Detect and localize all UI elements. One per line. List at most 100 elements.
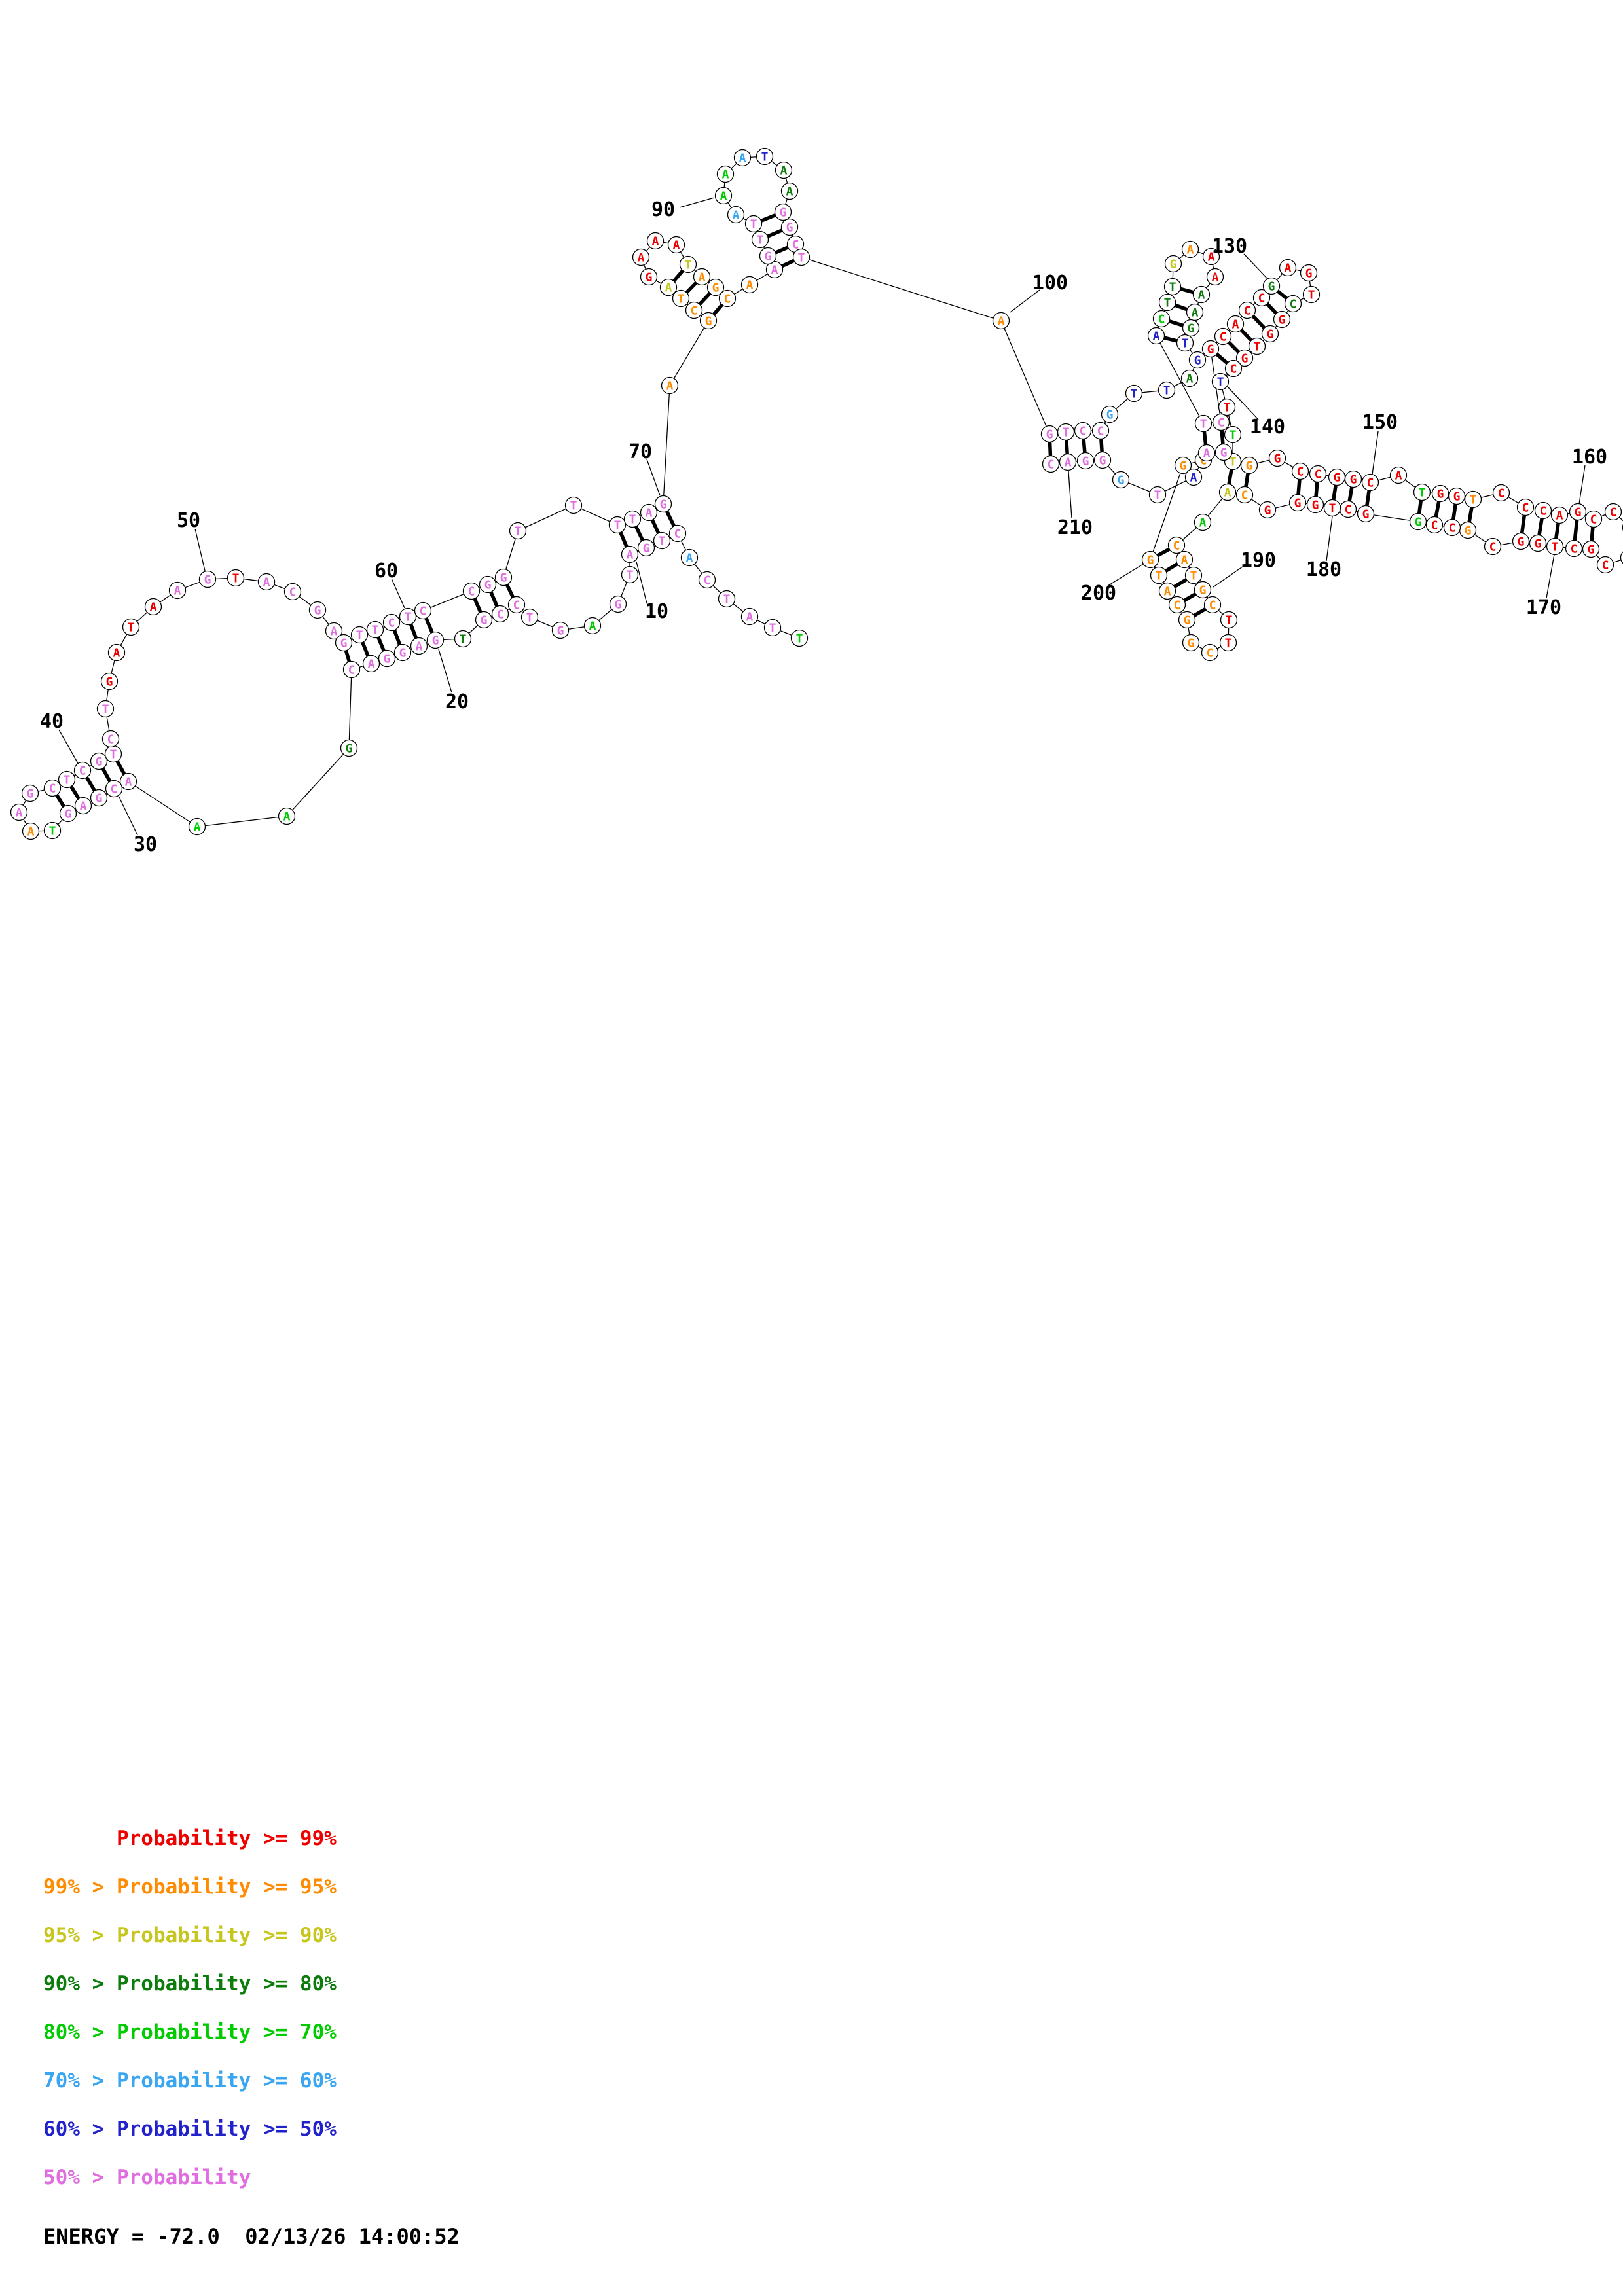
nucleotide-letter: T [1308, 289, 1315, 302]
nucleotide-circle [790, 629, 809, 647]
nucleotide-circle [414, 601, 432, 620]
nucleotide-letter: G [204, 573, 211, 587]
nucleotide-letter: C [1241, 489, 1249, 503]
nucleotide-letter: C [1315, 468, 1322, 482]
nucleotide-letter: T [761, 151, 769, 164]
backbone-segment [128, 781, 198, 827]
position-label: 190 [1241, 549, 1276, 572]
nucleotide-circle [462, 582, 481, 600]
nucleotide-letter: T [405, 611, 412, 624]
nucleotide-letter: A [1395, 469, 1402, 483]
label-leader-line [58, 729, 79, 765]
nucleotide-letter: C [1080, 425, 1087, 439]
legend-row: 70% > Probability >= 60% [43, 2069, 337, 2092]
nucleotide-circle [1176, 334, 1194, 352]
nucleotide-circle [1226, 315, 1245, 333]
nucleotide-circle [1201, 643, 1219, 662]
nucleotide-letter: G [1350, 473, 1357, 487]
energy-line: ENERGY = -72.0 02/13/26 14:00:52 [43, 2224, 460, 2249]
nucleotide-circle [640, 503, 658, 522]
nucleotide-letter: C [691, 304, 698, 318]
nucleotide-circle [479, 575, 497, 594]
nucleotide-circle [73, 761, 92, 780]
position-label: 40 [40, 710, 64, 733]
nucleotide-circle [1178, 611, 1196, 629]
nucleotide-letter: C [1449, 522, 1456, 535]
nucleotide-circle [1101, 405, 1119, 423]
nucleotide-circle [308, 601, 327, 619]
backbone-segment [422, 590, 472, 611]
nucleotide-letter: A [1556, 509, 1563, 523]
nucleotide-letter: C [111, 783, 118, 797]
nucleotide-circle [646, 232, 665, 250]
nucleotide-circle [583, 617, 602, 635]
nucleotide-letter: T [723, 593, 731, 607]
nucleotide-letter: T [1230, 429, 1237, 442]
nucleotide-letter: G [1246, 459, 1253, 473]
nucleotide-letter: T [685, 259, 692, 272]
nucleotide-circle [1059, 453, 1077, 471]
nucleotide-letter: A [1186, 372, 1194, 386]
nucleotide-circle [1565, 539, 1583, 558]
nucleotide-circle [1184, 468, 1203, 486]
nucleotide-circle [1323, 499, 1341, 517]
backbone-segment [1150, 465, 1184, 560]
nucleotide-letter: C [1209, 599, 1216, 613]
label-leader-line [679, 197, 715, 208]
nucleotide-circle [1158, 293, 1176, 312]
position-label: 50 [177, 509, 200, 532]
nucleotide-circle [740, 607, 759, 626]
nucleotide-circle [621, 545, 639, 564]
nucleotide-letter: C [1218, 416, 1225, 430]
nucleotide-letter: A [113, 647, 120, 660]
nucleotide-circle [775, 161, 793, 179]
nucleotide-circle [1604, 503, 1622, 521]
nucleotide-circle [1306, 495, 1324, 514]
label-leader-line [636, 561, 647, 604]
label-leader-line [1228, 387, 1259, 420]
nucleotide-letter: T [110, 748, 117, 762]
nucleotide-circle [520, 608, 539, 626]
nucleotide-letter: C [1571, 543, 1578, 556]
nucleotide-circle [58, 770, 76, 789]
nucleotide-letter: G [340, 637, 348, 651]
nucleotide-circle [1248, 337, 1266, 355]
nucleotide-letter: G [481, 614, 488, 628]
legend-row: 80% > Probability >= 70% [43, 2020, 337, 2044]
position-label: 20 [445, 691, 469, 713]
nucleotide-circle [1218, 483, 1237, 501]
position-label: 60 [374, 560, 398, 583]
nucleotide-letter: G [1188, 637, 1195, 651]
nucleotide-circle [227, 569, 245, 587]
nucleotide-circle [278, 807, 296, 825]
nucleotide-letter: G [646, 271, 653, 285]
nucleotide-letter: T [1063, 426, 1070, 440]
nucleotide-circle [718, 289, 737, 308]
nucleotide-letter: C [1590, 513, 1597, 527]
nucleotide-circle [637, 539, 655, 557]
position-label: 180 [1306, 558, 1341, 581]
nucleotide-letter: A [1203, 447, 1211, 461]
label-leader-line [391, 578, 405, 609]
nucleotide-letter: T [769, 622, 776, 636]
position-label: 100 [1032, 272, 1068, 295]
nucleotide-letter: C [79, 764, 86, 778]
nucleotide-letter: T [356, 629, 363, 643]
nucleotide-letter: C [1220, 331, 1227, 344]
nucleotide-letter: T [1419, 486, 1426, 500]
backbone-segment [348, 669, 352, 749]
nucleotide-circle [667, 236, 685, 254]
nucleotide-circle [693, 268, 711, 286]
nucleotide-circle [744, 215, 763, 233]
nucleotide-circle [1550, 506, 1569, 524]
nucleotide-circle [1582, 540, 1600, 558]
nucleotide-letter: A [786, 185, 793, 199]
nucleotide-circle [718, 590, 736, 608]
nucleotide-circle [335, 634, 353, 652]
nucleotide-circle [1141, 550, 1159, 569]
label-leader-line [194, 528, 206, 571]
nucleotide-letter: T [629, 513, 636, 527]
nucleotide-circle [1057, 423, 1075, 441]
nucleotide-letter: A [1212, 271, 1219, 285]
nucleotide-circle [780, 182, 799, 200]
